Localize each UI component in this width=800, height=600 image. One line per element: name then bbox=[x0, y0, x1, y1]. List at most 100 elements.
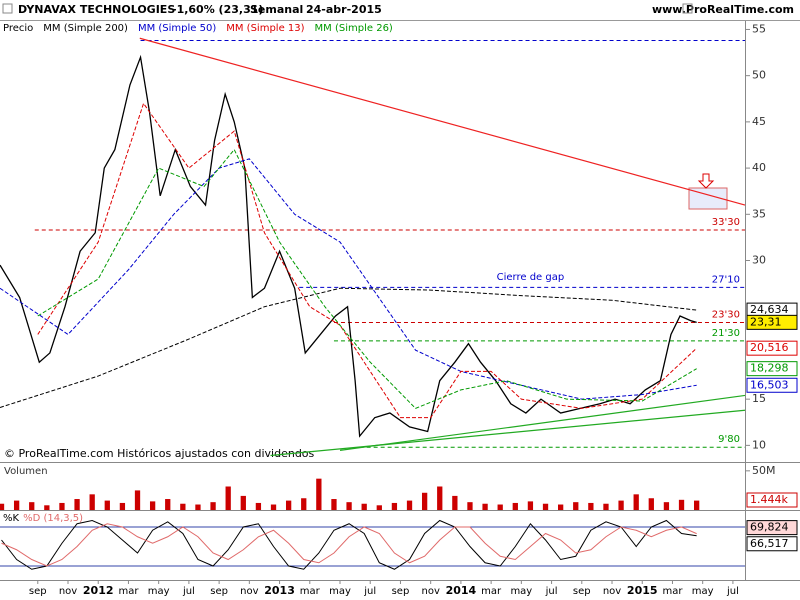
volume-bar bbox=[134, 490, 141, 510]
value-tag: 69,824 bbox=[746, 520, 798, 536]
volume-bar bbox=[331, 499, 337, 510]
value-tag: 66,517 bbox=[746, 536, 798, 552]
x-tick-label: jul bbox=[726, 586, 739, 597]
x-tick-label: jul bbox=[363, 586, 376, 597]
x-tick-label: may bbox=[692, 586, 714, 597]
x-tick-label: sep bbox=[210, 586, 228, 597]
x-tick-label: mar bbox=[481, 586, 502, 597]
volume-bar bbox=[149, 501, 156, 510]
value-tag-text: 24,634 bbox=[750, 303, 789, 316]
volume-bar bbox=[557, 504, 564, 510]
volume-bar bbox=[104, 500, 110, 510]
window-icon[interactable] bbox=[682, 3, 693, 14]
volume-bar bbox=[663, 502, 670, 510]
y-tick-label: 35 bbox=[752, 207, 766, 220]
series-line bbox=[0, 287, 697, 408]
trendline bbox=[139, 37, 746, 206]
value-tag: 24,634 bbox=[746, 302, 798, 318]
x-tick-label: may bbox=[148, 586, 170, 597]
volume-bar bbox=[44, 505, 50, 510]
value-tag: 18,298 bbox=[746, 361, 798, 377]
volume-bar bbox=[361, 503, 367, 510]
volume-bar bbox=[482, 503, 488, 510]
volume-bar bbox=[165, 499, 171, 510]
value-tag-text: 16,503 bbox=[750, 378, 789, 391]
volume-bar bbox=[406, 500, 413, 510]
site: www.ProRealTime.com bbox=[652, 3, 794, 16]
volume-bar bbox=[376, 505, 382, 510]
x-tick-label: may bbox=[510, 586, 532, 597]
volume-bar bbox=[693, 500, 700, 510]
value-tag-text: 23,31 bbox=[750, 315, 782, 328]
volume-bar bbox=[285, 500, 292, 510]
legend-entry: MM (Simple 50) bbox=[138, 23, 216, 34]
volume-bar bbox=[255, 502, 262, 510]
volume-bar bbox=[195, 504, 201, 510]
legend-entry: %K bbox=[3, 513, 20, 524]
value-tag-bg bbox=[746, 377, 798, 393]
value-tag-text: 66,517 bbox=[750, 537, 789, 550]
header-bar bbox=[0, 0, 800, 20]
legend-entry: Precio bbox=[3, 23, 33, 34]
volume-bar bbox=[59, 502, 65, 510]
y-tick-label: 30 bbox=[752, 254, 766, 267]
x-tick-label: jul bbox=[545, 586, 558, 597]
arrow bbox=[697, 173, 715, 189]
x-tick-label: 2015 bbox=[627, 584, 658, 597]
volume-bar bbox=[633, 494, 639, 510]
volume-bar bbox=[301, 498, 307, 510]
panel-title: Volumen bbox=[4, 466, 48, 477]
title: DYNAVAX TECHNOLOGIES bbox=[18, 3, 175, 16]
volume-bar bbox=[678, 499, 685, 510]
volume-bar bbox=[437, 486, 443, 510]
value-tag-bg bbox=[746, 340, 798, 356]
volume-bar bbox=[29, 502, 35, 510]
value-tag-bg bbox=[746, 314, 798, 330]
volume-bar bbox=[391, 502, 398, 510]
x-tick-label: mar bbox=[662, 586, 683, 597]
series-line bbox=[37, 148, 697, 409]
series-line bbox=[1, 523, 697, 567]
volume-bar bbox=[467, 502, 473, 510]
x-tick-label: nov bbox=[240, 586, 258, 597]
volume-bar bbox=[240, 495, 246, 510]
value-tag: 23,31 bbox=[746, 314, 798, 330]
y-tick-label: 40 bbox=[752, 161, 766, 174]
x-tick-label: 2014 bbox=[446, 584, 477, 597]
legend-entry: MM (Simple 200) bbox=[43, 23, 128, 34]
level-label: 23'30 bbox=[712, 309, 740, 320]
x-tick-label: 2013 bbox=[264, 584, 295, 597]
menu-icon[interactable] bbox=[2, 3, 13, 14]
legend-entry: MM (Simple 26) bbox=[315, 23, 393, 34]
volume-bar bbox=[270, 504, 277, 510]
volume-bar bbox=[0, 503, 5, 510]
volume-bar bbox=[497, 504, 503, 510]
value-tag-bg bbox=[746, 361, 798, 377]
volume-bar bbox=[618, 500, 624, 510]
x-tick-label: sep bbox=[573, 586, 591, 597]
volume-bar bbox=[180, 503, 186, 510]
axes bbox=[0, 21, 800, 581]
value-tag: 1.444k bbox=[746, 492, 798, 508]
target-box bbox=[688, 187, 728, 210]
level-label: 21'30 bbox=[712, 328, 740, 339]
x-tick-label: may bbox=[329, 586, 351, 597]
y-tick-label: 10 bbox=[752, 438, 766, 451]
volume-bar bbox=[316, 478, 322, 510]
x-tick-label: 2012 bbox=[83, 584, 114, 597]
volume-bar bbox=[573, 502, 579, 510]
legend-entry: %D (14,3,5) bbox=[23, 513, 83, 524]
y-tick-label: 50M bbox=[752, 464, 776, 477]
period: Semanal bbox=[250, 3, 303, 16]
series-line bbox=[0, 54, 697, 438]
volume-bar bbox=[225, 486, 231, 510]
value-tag-text: 20,516 bbox=[750, 341, 789, 354]
trendline bbox=[270, 409, 746, 457]
annotation: Cierre de gap bbox=[497, 272, 565, 283]
volume-bar bbox=[119, 502, 126, 510]
y-tick-label: 50 bbox=[752, 69, 766, 82]
volume-bar bbox=[527, 501, 534, 510]
value-tag: 16,503 bbox=[746, 377, 798, 393]
value-tag-bg bbox=[746, 520, 798, 536]
